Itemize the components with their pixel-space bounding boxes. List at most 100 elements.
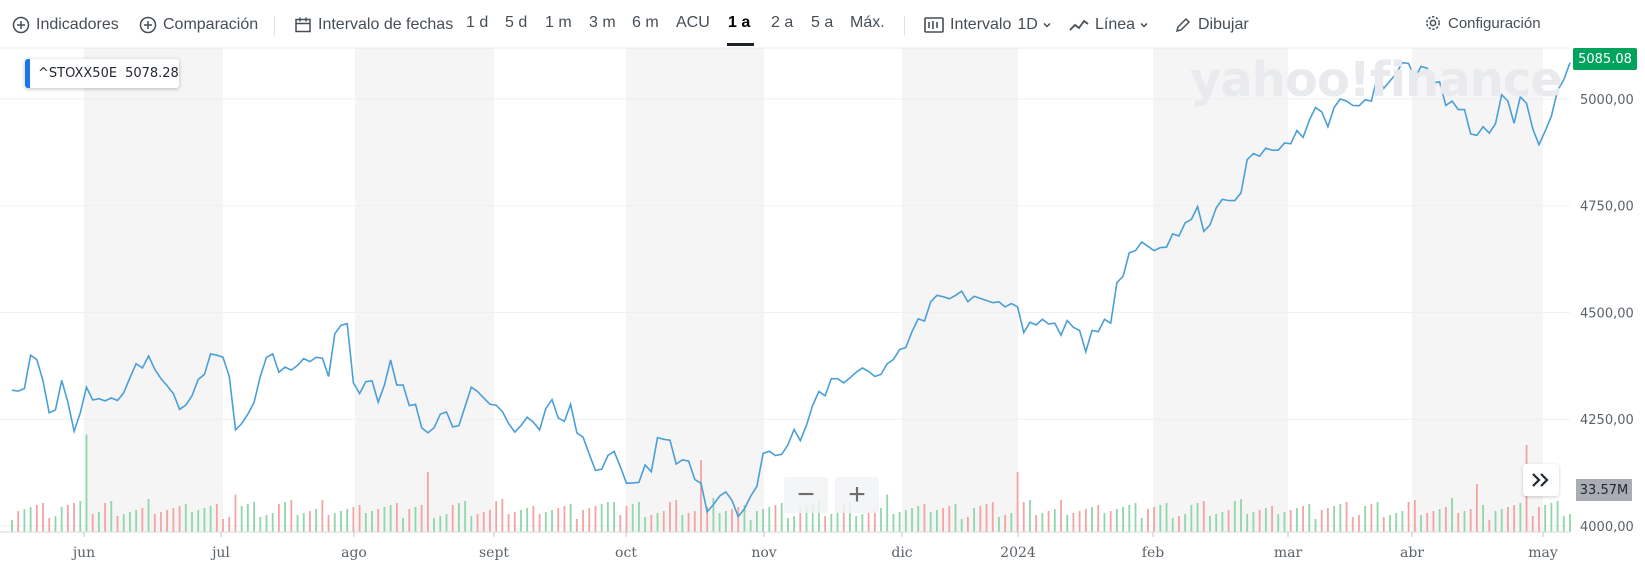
range-5y[interactable]: 5 a (811, 14, 834, 31)
comparison-label: Comparación (163, 16, 259, 33)
volume-bar (563, 506, 566, 532)
volume-bar (631, 504, 634, 532)
volume-bar (333, 513, 336, 532)
volume-bar (1084, 509, 1087, 532)
settings-button[interactable]: Configuración (1424, 12, 1541, 34)
volume-bar (482, 512, 485, 532)
volume-bar (327, 515, 330, 532)
volume-bar (1320, 510, 1323, 532)
volume-bar (426, 472, 429, 532)
volume-bar (1196, 503, 1199, 532)
volume-bar (246, 504, 249, 532)
volume-bar (1078, 511, 1081, 532)
x-tick-label: mar (1274, 545, 1303, 561)
volume-bar (1283, 512, 1286, 532)
symbol-legend[interactable]: ^STOXX50E 5078.28 (25, 59, 179, 88)
volume-bar (830, 514, 833, 532)
volume-bar (1420, 515, 1422, 532)
volume-bar (1401, 511, 1404, 532)
settings-label: Configuración (1448, 14, 1541, 32)
range-1m[interactable]: 1 m (545, 14, 572, 31)
range-2y[interactable]: 2 a (771, 14, 794, 31)
comparison-button[interactable]: Comparación (139, 14, 258, 36)
range-1d[interactable]: 1 d (466, 14, 489, 31)
volume-bar (911, 508, 913, 532)
x-tick-label: jul (210, 545, 230, 561)
price-line (11, 61, 1571, 519)
volume-bar (395, 503, 398, 532)
volume-bar (942, 508, 944, 532)
scroll-to-latest-button[interactable] (1523, 464, 1559, 496)
volume-bar (1327, 508, 1329, 532)
volume-bar (284, 502, 287, 532)
range-5d[interactable]: 5 d (505, 14, 528, 31)
range-6m[interactable]: 6 m (632, 14, 659, 31)
volume-bar (1128, 505, 1131, 532)
volume-bar (799, 507, 802, 532)
volume-bar (935, 510, 938, 532)
volume-bar (687, 513, 690, 532)
volume-bar (1463, 511, 1466, 532)
volume-bar (805, 505, 808, 532)
volume-bar (1097, 505, 1100, 532)
interval-button[interactable]: Intervalo 1D (924, 14, 1059, 36)
volume-bar (66, 505, 69, 532)
volume-bar (1178, 516, 1180, 532)
volume-bar (464, 501, 467, 532)
volume-bar (1233, 501, 1236, 532)
month-shade-band (1412, 48, 1543, 531)
chart-type-button[interactable]: Línea (1069, 14, 1156, 36)
volume-bar (1432, 511, 1435, 532)
volume-bar (842, 503, 845, 532)
volume-bar (1221, 512, 1224, 532)
volume-bar (470, 516, 473, 532)
double-chevron-right-icon (1532, 473, 1549, 487)
range-3m[interactable]: 3 m (589, 14, 616, 31)
zoom-out-button[interactable]: − (784, 477, 828, 513)
volume-bar (619, 515, 622, 532)
volume-bar (724, 511, 727, 532)
volume-bar (1544, 505, 1547, 532)
volume-bar (122, 514, 125, 532)
range-ytd[interactable]: ACU (676, 14, 710, 31)
volume-bar (985, 504, 988, 532)
volume-bar (17, 511, 20, 532)
zoom-in-button[interactable]: + (835, 477, 879, 513)
volume-bar (259, 517, 262, 532)
volume-bar (780, 503, 783, 532)
volume-bar (346, 509, 349, 532)
volume-bar (1444, 507, 1447, 532)
volume-bar (228, 517, 231, 532)
indicators-button[interactable]: Indicadores (12, 14, 119, 36)
volume-bar (1271, 506, 1273, 532)
volume-bar (855, 516, 858, 532)
volume-bar (594, 506, 597, 532)
volume-bar (135, 510, 138, 532)
volume-bar (923, 504, 926, 532)
volume-bar (414, 507, 417, 532)
x-tick-label: ago (341, 545, 367, 561)
active-range-indicator (727, 43, 754, 46)
volume-bar (290, 500, 293, 532)
volume-bar (1426, 513, 1429, 532)
volume-bar (1407, 502, 1410, 532)
volume-bar (600, 504, 603, 532)
volume-bar (575, 519, 578, 532)
volume-bar (532, 506, 535, 532)
y-tick-label: 4250,00 (1580, 413, 1634, 428)
volume-bar (85, 434, 88, 532)
range-max[interactable]: Máx. (850, 14, 885, 31)
x-tick-label: 2024 (1000, 545, 1036, 561)
volume-bar (513, 512, 516, 532)
date-range-button[interactable]: Intervalo de fechas (294, 14, 453, 36)
draw-button[interactable]: Dibujar (1174, 14, 1249, 36)
volume-bar (1227, 510, 1230, 532)
volume-bar (445, 514, 448, 532)
last-price-tag: 5085.08 (1573, 48, 1637, 70)
volume-bar (768, 507, 771, 532)
volume-bar (420, 505, 423, 532)
volume-bar (1389, 515, 1391, 532)
range-1y[interactable]: 1 a (728, 14, 751, 31)
volume-bar (271, 513, 274, 532)
